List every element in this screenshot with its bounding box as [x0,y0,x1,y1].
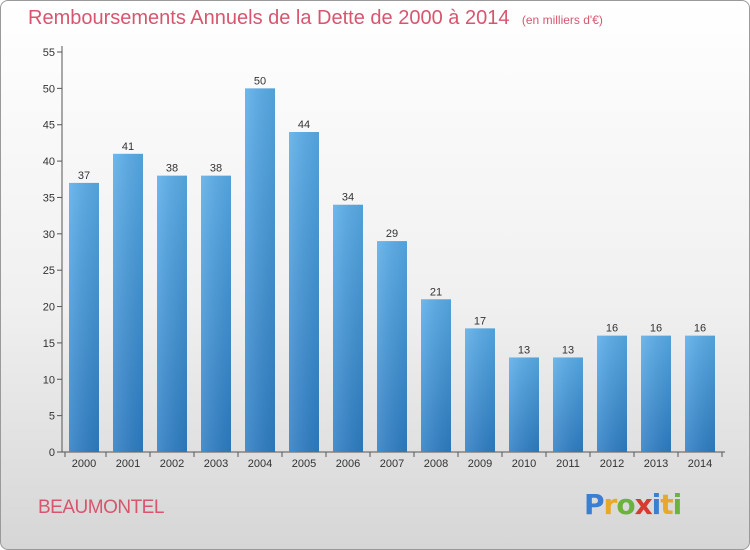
bar-shade [157,175,187,453]
chart-title-row: Remboursements Annuels de la Dette de 20… [28,7,603,30]
y-tick-label: 0 [49,447,55,459]
x-tick-label: 2009 [468,458,492,470]
y-tick-label: 55 [43,47,55,59]
logo-letter: i [651,488,662,521]
logo-letter: t [660,488,673,521]
logo-letter: P [584,488,605,521]
y-tick-label: 50 [43,83,55,95]
y-tick-label: 40 [43,156,55,168]
data-label: 34 [342,192,354,204]
bar-shade [201,175,231,453]
bar-shade [597,335,627,452]
chart-title: Remboursements Annuels de la Dette de 20… [28,7,510,29]
x-tick-label: 2002 [160,458,184,470]
x-tick-label: 2010 [512,458,536,470]
data-label: 44 [298,119,310,131]
x-tick-label: 2008 [424,458,448,470]
bar-shade [69,182,99,452]
bar-shade [685,335,715,452]
data-label: 41 [122,141,134,153]
y-tick-label: 5 [49,411,55,423]
data-labels-group: 37 41 38 38 50 44 34 29 21 17 13 13 16 16 16 [78,75,706,356]
x-tick-label: 2006 [336,458,360,470]
bar-shade [113,153,143,452]
bar-shade [333,204,363,452]
x-tick-label: 2000 [72,458,96,470]
bar-shade [377,241,407,452]
bar-shade [641,335,671,452]
x-axis: 2000 2001 2002 2003 2004 2005 2006 2007 2008 2009… [62,451,725,470]
logo-letter: i [672,488,683,521]
x-tick-label: 2003 [204,458,228,470]
data-label: 16 [606,323,618,335]
data-label: 38 [210,163,222,175]
bar-shade [509,357,539,452]
x-tick-label: 2005 [292,458,316,470]
y-tick-label: 20 [43,302,55,314]
data-label: 13 [562,344,574,356]
data-label: 50 [254,75,266,87]
bar-shade [289,132,319,452]
data-label: 16 [694,323,706,335]
bar-shade [465,328,495,452]
bar-shade [553,357,583,452]
x-tick-label: 2004 [248,458,272,470]
data-label: 17 [474,315,486,327]
data-label: 29 [386,228,398,240]
x-tick-label: 2001 [116,458,140,470]
x-tick-label: 2012 [600,458,624,470]
x-tick-label: 2014 [688,458,712,470]
x-tick-label: 2007 [380,458,404,470]
bar-shade [421,299,451,452]
data-label: 16 [650,323,662,335]
y-tick-label: 30 [43,229,55,241]
data-label: 38 [166,163,178,175]
proxiti-logo[interactable]: Proxiti [584,488,683,521]
bars-group [69,88,715,453]
data-label: 13 [518,344,530,356]
logo-letter: o [616,488,635,521]
logo-letter: x [634,488,653,521]
x-tick-label: 2013 [644,458,668,470]
y-tick-label: 10 [43,374,55,386]
logo-letter: r [603,488,618,521]
x-tick-label: 2011 [556,458,580,470]
y-axis: 0 5 10 15 20 25 30 35 40 45 50 55 [43,46,63,459]
data-label: 21 [430,286,442,298]
commune-name: BEAUMONTEL [38,497,164,518]
y-tick-label: 45 [43,120,55,132]
chart-unit: (en milliers d'€) [521,13,603,27]
y-tick-label: 35 [43,192,55,204]
data-label: 37 [78,170,90,182]
y-tick-label: 15 [43,338,55,350]
y-tick-label: 25 [43,265,55,277]
bar-shade [245,88,275,452]
